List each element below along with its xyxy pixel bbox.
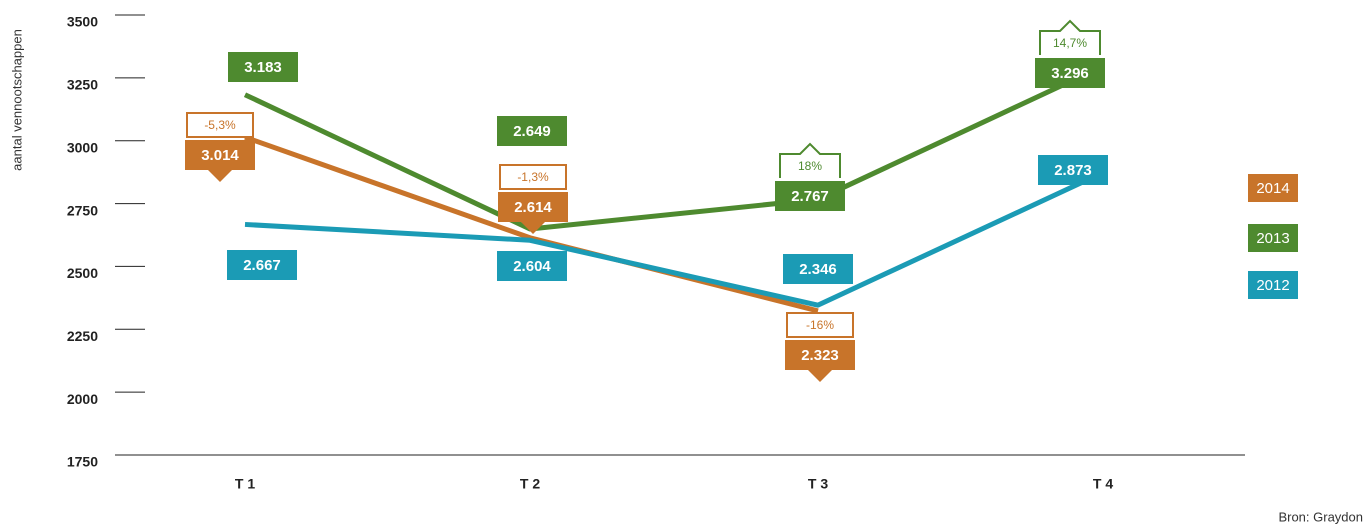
value-label-box: [1035, 58, 1105, 88]
value-label-box: [783, 254, 853, 284]
value-label-box: [497, 116, 567, 146]
legend-label: 2012: [1256, 277, 1289, 294]
change-label: 18%: [798, 159, 822, 173]
value-label: 2.323: [801, 347, 839, 364]
value-label: 3.183: [244, 59, 282, 76]
value-label: 2.667: [243, 257, 281, 274]
y-tick-label: 1750: [67, 454, 98, 470]
x-tick-label: T 2: [520, 476, 540, 492]
label-pointer: [208, 170, 232, 182]
change-label: -16%: [806, 318, 834, 332]
value-label-box: [1038, 155, 1108, 185]
y-tick-label: 3250: [67, 77, 98, 93]
legend-swatch: [1248, 224, 1298, 252]
legend-swatch: [1248, 271, 1298, 299]
legend-label: 2014: [1256, 180, 1289, 197]
value-label-box: [498, 192, 568, 222]
value-label-box: [785, 340, 855, 370]
x-tick-label: T 4: [1093, 476, 1113, 492]
y-tick-label: 2000: [67, 391, 98, 407]
y-axis-label: aantal vennootschappen: [9, 29, 24, 171]
change-box: [499, 164, 567, 190]
series-line: [243, 64, 1105, 232]
value-label-box: [227, 250, 297, 280]
y-tick-label: 3500: [67, 14, 98, 30]
value-label: 2.873: [1054, 162, 1092, 179]
legend-swatch: [1248, 174, 1298, 202]
label-pointer: [521, 222, 545, 234]
source: Bron: Graydon: [1278, 509, 1363, 524]
value-label: 2.767: [791, 188, 829, 205]
y-tick-label: 2500: [67, 265, 98, 281]
x-tick-label: T 1: [235, 476, 255, 492]
y-tick-label: 2750: [67, 202, 98, 218]
value-label-box: [228, 52, 298, 82]
value-label: 2.604: [513, 258, 551, 275]
value-label-box: [497, 251, 567, 281]
value-label: 2.649: [513, 123, 551, 140]
value-label: 3.014: [201, 147, 239, 164]
value-label: 2.614: [514, 199, 552, 216]
y-tick-label: 3000: [67, 139, 98, 155]
change-label: -5,3%: [204, 118, 236, 132]
change-box: [786, 312, 854, 338]
legend-label: 2013: [1256, 230, 1289, 247]
series-line: [244, 134, 819, 314]
value-label: 2.346: [799, 261, 837, 278]
change-box: [1039, 19, 1101, 55]
value-label-box: [185, 140, 255, 170]
label-pointer: [808, 370, 832, 382]
change-label: -1,3%: [517, 170, 549, 184]
series-line: [244, 170, 1105, 308]
y-tick-label: 2250: [67, 328, 98, 344]
change-box: [186, 112, 254, 138]
value-label: 3.296: [1051, 65, 1089, 82]
change-label: 14,7%: [1053, 36, 1087, 50]
change-box: [779, 142, 841, 178]
x-tick-label: T 3: [808, 476, 828, 492]
value-label-box: [775, 181, 845, 211]
